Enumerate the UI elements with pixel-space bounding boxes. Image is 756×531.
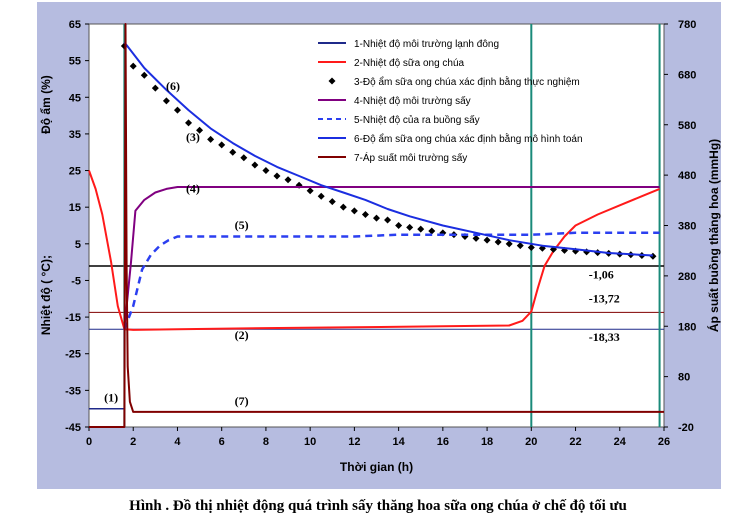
legend-label: 5-Nhiệt độ của ra buồng sấy xyxy=(354,114,480,126)
x-tick-label: 26 xyxy=(658,436,670,448)
data-point-marker xyxy=(384,216,392,224)
y-right-tick-label: 480 xyxy=(678,170,696,182)
y-left-tick-label: 65 xyxy=(69,19,81,31)
data-point-marker xyxy=(527,243,535,251)
y-right-tick-label: -20 xyxy=(678,422,694,434)
x-tick-label: 24 xyxy=(614,436,627,448)
y-left-tick-label: 25 xyxy=(69,166,81,178)
series-line xyxy=(123,41,653,257)
data-point-marker xyxy=(373,214,380,222)
data-point-marker xyxy=(284,176,292,184)
y-right-tick-label: 80 xyxy=(678,372,690,384)
legend-label: 1-Nhiệt độ môi trường lạnh đông xyxy=(354,39,499,50)
data-point-marker xyxy=(173,106,181,114)
y-right-tick-label: 580 xyxy=(678,120,696,132)
y-left-tick-label: 15 xyxy=(69,202,81,214)
data-point-marker xyxy=(207,135,215,143)
curve-label: (1) xyxy=(104,390,118,404)
data-point-marker xyxy=(494,238,502,246)
data-point-marker xyxy=(516,242,524,250)
curve-label: (5) xyxy=(235,218,249,232)
y-left-tick-label: -15 xyxy=(65,312,81,324)
legend-label: 2-Nhiệt độ sữa ong chúa xyxy=(354,58,465,69)
data-point-marker xyxy=(472,234,480,242)
x-tick-label: 16 xyxy=(437,436,449,448)
data-point-marker xyxy=(218,141,226,149)
y-left-tick-label: -45 xyxy=(65,422,81,434)
data-point-marker xyxy=(229,148,237,156)
hline-value-label: -13,72 xyxy=(589,291,620,305)
data-point-marker xyxy=(317,192,325,200)
figure-caption: Hình . Đồ thị nhiệt động quá trình sấy t… xyxy=(129,498,627,514)
y-right-tick-label: 180 xyxy=(678,321,696,333)
data-point-marker xyxy=(395,222,403,229)
data-point-marker xyxy=(428,227,436,235)
y-left-tick-label: 35 xyxy=(69,129,81,141)
data-point-marker xyxy=(251,161,259,169)
data-point-marker xyxy=(151,84,159,92)
curve-label: (4) xyxy=(186,182,200,196)
y-left-tick-label: 5 xyxy=(75,239,81,251)
hline-value-label: -1,06 xyxy=(589,268,614,282)
x-tick-label: 12 xyxy=(348,436,360,448)
data-point-marker xyxy=(262,167,270,175)
y-left-tick-label: -25 xyxy=(65,349,81,361)
series-line xyxy=(88,170,660,331)
legend-label: 3-Độ ẩm sữa ong chúa xác định bằng thực … xyxy=(354,75,580,88)
data-point-marker xyxy=(185,119,193,127)
curve-label: (7) xyxy=(235,394,249,408)
legend-label: 6-Độ ẩm sữa ong chúa xác định bằng mô hì… xyxy=(354,132,583,145)
y-left-tick-label: -5 xyxy=(71,275,81,287)
legend-label: 7-Áp suất môi trường sấy xyxy=(354,151,467,164)
series-line xyxy=(123,186,660,330)
y-left-tick-label: 45 xyxy=(69,92,81,104)
data-point-marker xyxy=(240,154,248,162)
y-right-title: Áp suất buồng thăng hoa (mmHg) xyxy=(706,139,721,332)
data-point-marker xyxy=(339,203,347,211)
x-tick-label: 20 xyxy=(525,436,537,448)
x-tick-label: 4 xyxy=(174,436,181,448)
series-line xyxy=(123,231,660,330)
curve-label: (3) xyxy=(186,130,200,144)
data-point-marker xyxy=(505,240,513,248)
hline-value-label: -18,33 xyxy=(589,330,620,344)
x-axis-title: Thời gian (h) xyxy=(340,460,413,474)
data-point-marker xyxy=(273,172,281,180)
x-tick-label: 2 xyxy=(130,436,136,448)
y-left-title-bottom: Nhiệt độ ( °C); xyxy=(39,255,53,335)
curve-label: (6) xyxy=(166,79,180,93)
x-tick-label: 22 xyxy=(569,436,581,448)
y-left-tick-label: 55 xyxy=(69,56,81,68)
x-tick-label: 14 xyxy=(392,436,405,448)
data-point-marker xyxy=(129,62,137,70)
data-point-marker xyxy=(328,198,336,206)
x-tick-label: 6 xyxy=(219,436,225,448)
data-point-marker xyxy=(483,236,491,244)
legend-swatch xyxy=(328,77,336,85)
data-point-marker xyxy=(196,126,204,134)
data-point-marker xyxy=(361,211,369,219)
y-left-title-top: Độ ẩm (%) xyxy=(39,75,53,134)
x-tick-label: 0 xyxy=(86,436,92,448)
x-tick-label: 10 xyxy=(304,436,316,448)
x-tick-label: 18 xyxy=(481,436,493,448)
data-point-marker xyxy=(140,71,148,79)
x-tick-label: 8 xyxy=(263,436,269,448)
data-point-marker xyxy=(417,225,425,233)
data-point-marker xyxy=(350,207,358,215)
y-right-tick-label: 280 xyxy=(678,271,696,283)
y-right-tick-label: 780 xyxy=(678,19,696,31)
series-line xyxy=(89,23,664,428)
data-point-marker xyxy=(162,97,170,105)
y-left-tick-label: -35 xyxy=(65,385,81,397)
data-point-marker xyxy=(306,187,314,195)
curve-label: (2) xyxy=(235,328,249,342)
y-right-tick-label: 680 xyxy=(678,69,696,81)
y-right-tick-label: 380 xyxy=(678,221,696,233)
plot-area xyxy=(88,23,665,428)
data-point-marker xyxy=(406,223,414,231)
legend-label: 4-Nhiệt độ môi trường sấy xyxy=(354,95,471,107)
chart-svg: 0 2 4 6 8 10 12 14 16 18 20 22 24 266555453525155-5-1… xyxy=(39,19,721,474)
